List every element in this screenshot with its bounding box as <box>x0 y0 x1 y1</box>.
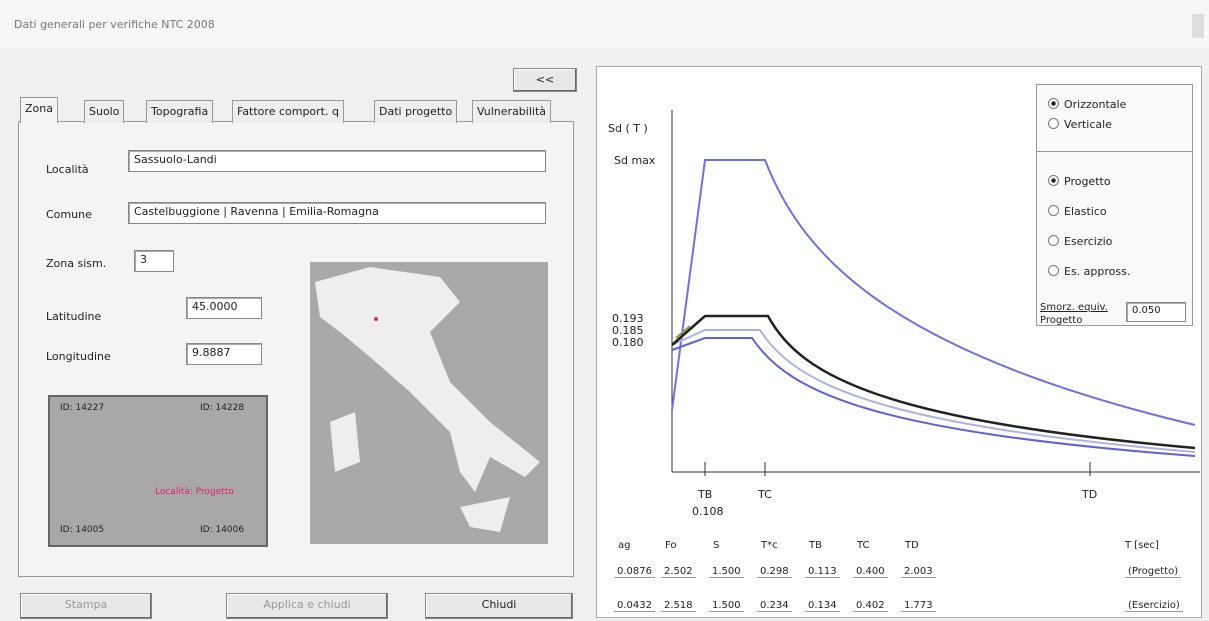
radio[interactable]: Orizzontale <box>1048 98 1126 111</box>
radio[interactable]: Progetto <box>1048 175 1111 188</box>
curve-elastic <box>672 330 1195 452</box>
x-tick-label: TD <box>1081 488 1097 501</box>
table-cell: 0.400 <box>853 566 888 578</box>
table-header: S <box>713 540 719 551</box>
table-cell: 0.134 <box>805 600 840 612</box>
radio[interactable]: Verticale <box>1048 118 1112 131</box>
table-header: ag <box>618 540 630 551</box>
curve-exercise <box>672 338 1195 456</box>
table-cell: 0.234 <box>757 600 792 612</box>
table-header: T*c <box>761 540 778 551</box>
tb-value: 0.108 <box>692 505 724 518</box>
y-tick-label: 0.180 <box>612 336 644 349</box>
table-cell: 2.502 <box>661 566 696 578</box>
table-cell: 0.0876 <box>614 566 655 578</box>
radio[interactable]: Es. appross. <box>1048 265 1130 278</box>
table-cell: 0.402 <box>853 600 888 612</box>
radio[interactable]: Esercizio <box>1048 235 1112 248</box>
y-max-label: Sd max <box>614 154 656 167</box>
dialog: Dati generali per verifiche NTC 2008 << … <box>0 0 1209 621</box>
spectrum-chart: Sd ( T ) Sd max 0.193 0.185 0.180 TB TC … <box>0 0 1209 621</box>
table-cell: 2.518 <box>661 600 696 612</box>
table-cell: (Progetto) <box>1125 566 1181 578</box>
table-cell: 1.500 <box>709 566 744 578</box>
table-cell: 1.500 <box>709 600 744 612</box>
table-cell: 2.003 <box>901 566 936 578</box>
x-tick-label: TB <box>697 488 712 501</box>
curve-design <box>672 316 1195 448</box>
table-cell: 1.773 <box>901 600 936 612</box>
radio[interactable]: Elastico <box>1048 205 1107 218</box>
damping-label: Smorz. equiv. <box>1040 302 1108 313</box>
table-cell: 0.113 <box>805 566 840 578</box>
table-header: TD <box>905 540 919 551</box>
x-tick-label: TC <box>757 488 772 501</box>
table-cell: (Esercizio) <box>1125 600 1183 612</box>
table-cell: 0.298 <box>757 566 792 578</box>
table-cell: 0.0432 <box>614 600 655 612</box>
damping-input[interactable]: 0.050 <box>1126 302 1186 322</box>
table-header: Fo <box>665 540 677 551</box>
damping-label: Progetto <box>1040 315 1082 326</box>
y-axis-label: Sd ( T ) <box>608 122 648 135</box>
table-header: TC <box>857 540 870 551</box>
table-header: TB <box>809 540 822 551</box>
table-header: T [sec] <box>1125 540 1159 551</box>
